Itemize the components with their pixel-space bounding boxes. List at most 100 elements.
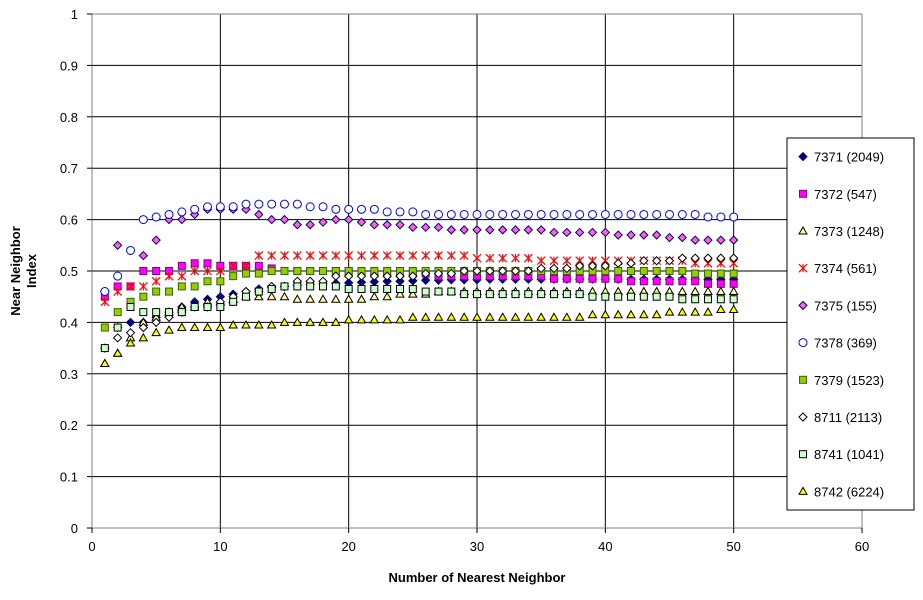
data-point: [369, 204, 379, 214]
data-point: [408, 284, 417, 293]
data-point: [216, 277, 225, 286]
data-point: [549, 312, 559, 321]
data-point: [498, 290, 507, 299]
data-point: [330, 317, 341, 326]
data-point: [279, 214, 290, 225]
data-point: [716, 253, 726, 263]
data-point: [99, 358, 110, 368]
data-point: [626, 309, 636, 319]
series-5: [100, 199, 739, 297]
data-point: [601, 274, 610, 283]
data-point: [691, 269, 700, 278]
y-tick-label: 0.9: [60, 58, 78, 73]
data-point: [562, 209, 572, 219]
data-point: [318, 217, 328, 227]
x-tick-label: 30: [470, 539, 484, 554]
data-point: [677, 253, 688, 263]
data-point: [550, 290, 558, 299]
data-point: [587, 227, 598, 238]
data-point: [588, 274, 597, 283]
data-point: [241, 319, 251, 329]
data-point: [703, 212, 713, 222]
data-point: [369, 314, 380, 324]
data-point: [254, 209, 264, 220]
data-point: [510, 266, 521, 276]
data-point: [446, 225, 457, 235]
data-point: [407, 312, 418, 321]
data-point: [292, 294, 303, 303]
data-point: [343, 294, 354, 303]
data-point: [420, 268, 431, 279]
data-point: [152, 267, 161, 275]
data-point: [356, 314, 367, 324]
axes: [87, 13, 863, 533]
data-point: [152, 287, 161, 296]
data-point: [537, 290, 546, 299]
data-point: [729, 212, 739, 222]
data-point: [203, 302, 212, 311]
data-point: [664, 232, 675, 243]
legend-marker: [799, 189, 807, 198]
data-point: [639, 292, 648, 301]
x-tick-label: 40: [598, 539, 612, 554]
data-point: [280, 282, 289, 291]
data-point: [203, 277, 212, 286]
data-point: [678, 267, 687, 275]
data-point: [203, 266, 212, 276]
data-point: [125, 317, 136, 328]
data-point: [292, 220, 303, 230]
data-point: [216, 302, 225, 311]
data-point: [447, 287, 456, 296]
data-point: [652, 277, 661, 286]
data-point: [728, 286, 739, 296]
data-point: [549, 209, 559, 219]
data-point: [652, 267, 661, 275]
data-point: [587, 309, 598, 319]
data-point: [229, 297, 238, 306]
data-point: [626, 230, 636, 240]
data-point: [138, 322, 149, 333]
data-point: [614, 274, 623, 283]
data-point: [600, 209, 610, 219]
data-point: [267, 284, 276, 293]
data-point: [253, 319, 264, 329]
data-point: [627, 292, 635, 301]
data-point: [691, 277, 700, 286]
data-point: [460, 290, 469, 299]
data-point: [177, 207, 187, 217]
data-point: [306, 282, 315, 291]
legend: 7371 (2049) 7372 (547) 7373 (1248) 7374 (56…: [786, 137, 915, 511]
data-point: [690, 286, 701, 296]
data-point: [331, 251, 341, 261]
data-point: [729, 269, 738, 278]
data-point: [574, 227, 585, 238]
data-point: [241, 199, 251, 209]
legend-label: 7375 (155): [814, 298, 877, 313]
data-point: [728, 235, 739, 245]
data-point: [151, 317, 161, 328]
data-point: [100, 297, 110, 307]
data-point: [575, 274, 584, 283]
data-point: [716, 235, 726, 245]
data-point: [420, 275, 431, 285]
data-point: [433, 222, 444, 233]
y-tick-label: 0.2: [60, 418, 78, 433]
legend-marker: [799, 450, 807, 459]
data-point: [459, 251, 469, 261]
data-point: [138, 281, 148, 291]
data-point: [189, 322, 200, 332]
data-point: [177, 271, 187, 281]
data-point: [241, 261, 251, 271]
data-point: [421, 251, 431, 261]
data-point: [536, 209, 546, 219]
data-point: [665, 267, 674, 275]
y-tick-label: 0: [71, 521, 78, 536]
data-point: [716, 295, 725, 304]
data-point: [344, 204, 354, 214]
data-point: [267, 267, 276, 275]
data-point: [420, 222, 431, 233]
series-4: [100, 204, 739, 297]
data-point: [356, 217, 367, 227]
data-point: [600, 309, 611, 319]
data-point: [638, 309, 649, 319]
